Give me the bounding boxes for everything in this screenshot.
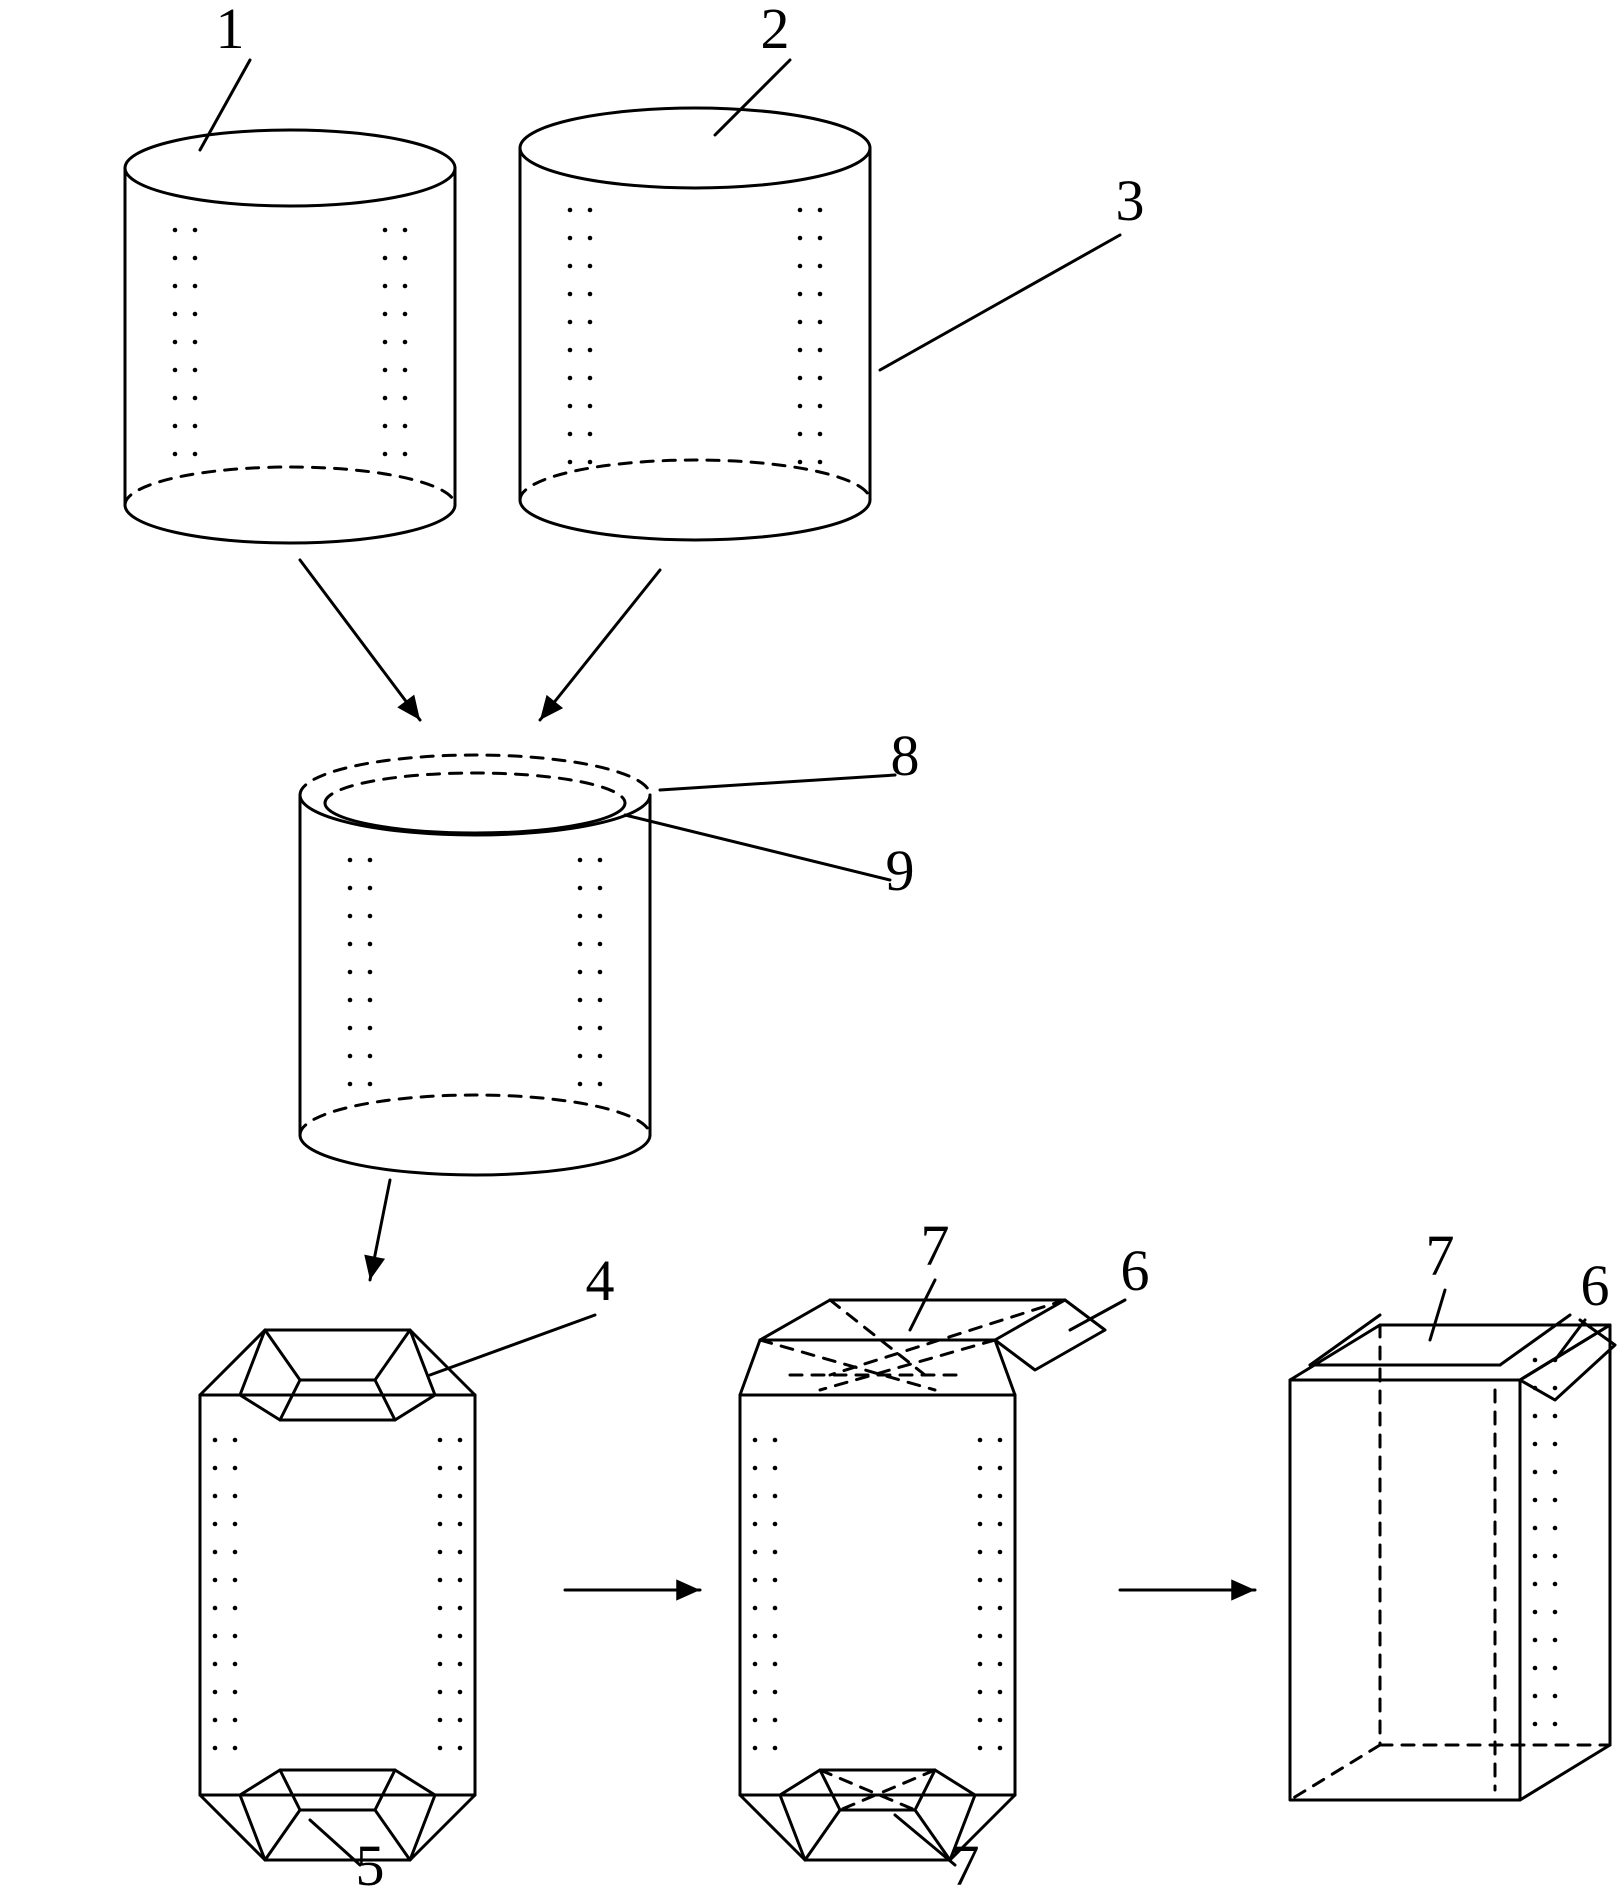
svg-text:6: 6	[1581, 1253, 1610, 1318]
svg-text:7: 7	[921, 1213, 950, 1278]
svg-text:5: 5	[356, 1833, 385, 1890]
svg-text:7: 7	[951, 1833, 980, 1890]
cylinder-2	[520, 108, 870, 540]
cylinder-combined	[300, 755, 650, 1175]
svg-text:9: 9	[886, 838, 915, 903]
svg-text:1: 1	[216, 0, 245, 61]
svg-text:3: 3	[1116, 168, 1145, 233]
svg-text:4: 4	[586, 1248, 615, 1313]
box-stage-1	[200, 1330, 475, 1860]
svg-text:7: 7	[1426, 1223, 1455, 1288]
box-stage-3	[1290, 1315, 1615, 1800]
svg-text:8: 8	[891, 723, 920, 788]
box-stage-2	[740, 1300, 1105, 1860]
flow-arrows	[300, 560, 1255, 1601]
cylinder-1	[125, 130, 455, 543]
callout-labels: 1 2 3 4 5 8 9 6 6 7 7 7	[200, 0, 1610, 1890]
svg-text:6: 6	[1121, 1238, 1150, 1303]
svg-text:2: 2	[761, 0, 790, 61]
